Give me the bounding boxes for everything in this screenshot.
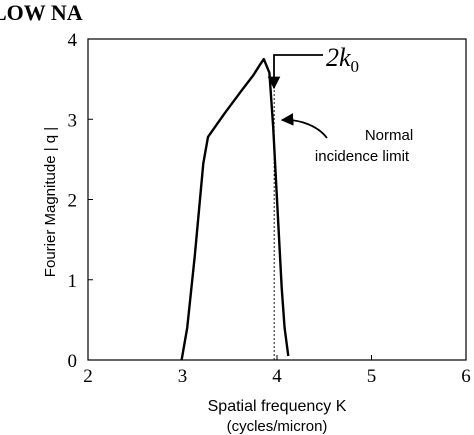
chart-title: LOW NA xyxy=(0,0,83,25)
two-k0-subscript: 0 xyxy=(351,57,360,76)
y-tick-label: 2 xyxy=(68,191,78,212)
y-tick-label: 4 xyxy=(68,30,78,51)
x-tick-label: 5 xyxy=(367,366,377,387)
x-tick-label: 4 xyxy=(272,366,282,387)
x-tick-label: 2 xyxy=(83,366,93,387)
two-k0-label: 2k0 xyxy=(326,43,359,76)
x-axis-sublabel: (cycles/micron) xyxy=(227,418,328,435)
y-tick-label: 0 xyxy=(68,351,78,372)
normal-incidence-line1: Normal xyxy=(365,127,413,144)
normal-incidence-line2: incidence limit xyxy=(315,148,410,165)
series-group xyxy=(180,57,290,361)
y-tick-label: 3 xyxy=(68,110,78,131)
y-tick-group: 0 1 2 3 4 xyxy=(68,30,93,372)
two-k0-arrow xyxy=(267,54,323,90)
x-tick-group: 2 3 4 5 6 xyxy=(83,355,471,387)
x-tick-label: 6 xyxy=(461,366,471,387)
x-axis-label: Spatial frequency K xyxy=(208,398,347,415)
series-line xyxy=(180,57,290,361)
normal-incidence-arrow xyxy=(280,113,328,139)
x-tick-label: 3 xyxy=(178,366,188,387)
y-axis-label: Fourier Magnitude | q | xyxy=(42,127,59,277)
y-tick-label: 1 xyxy=(68,271,78,292)
two-k0-main: 2k xyxy=(326,43,351,72)
